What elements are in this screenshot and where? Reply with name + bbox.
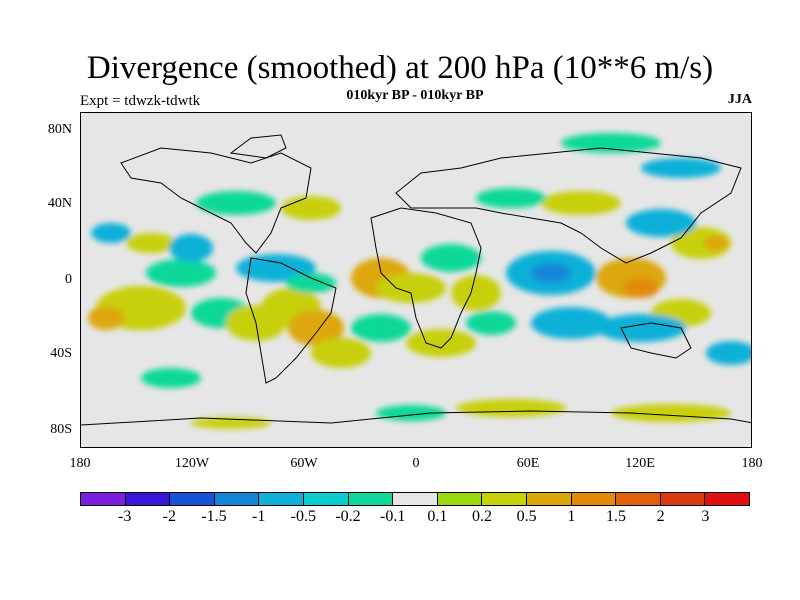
season-label: JJA	[727, 92, 752, 107]
color-bar-label: 3	[701, 508, 710, 525]
lon-label-180e: 180	[741, 456, 763, 471]
color-bar-label: -1.5	[201, 508, 227, 525]
color-bar-swatch	[214, 493, 260, 505]
color-bar-swatch	[705, 493, 749, 505]
divergence-field	[88, 133, 751, 429]
color-bar-swatch	[660, 493, 706, 505]
coastlines	[81, 134, 751, 426]
color-bar-swatch	[526, 493, 572, 505]
color-bar-swatch	[259, 493, 304, 505]
color-bar	[80, 492, 750, 506]
experiment-label: Expt = tdwzk-tdwtk	[80, 93, 201, 109]
lat-label-80s: 80S	[50, 422, 72, 437]
color-bar-label: 1.5	[606, 508, 626, 525]
color-bar-swatch	[303, 493, 349, 505]
color-bar-label: 0.2	[472, 508, 492, 525]
chart-title: Divergence (smoothed) at 200 hPa (10**6 …	[86, 50, 714, 86]
period-label: 010kyr BP - 010kyr BP	[346, 88, 484, 103]
color-bar-label: -2	[162, 508, 176, 525]
color-bar-label: 0.1	[427, 508, 448, 525]
color-bar-label: 1	[567, 508, 576, 525]
color-bar-label: -1	[251, 508, 266, 525]
color-bar-swatch	[616, 493, 661, 505]
color-bar-swatch	[348, 493, 394, 505]
color-bar-swatch	[81, 493, 126, 505]
lon-label-120e: 120E	[625, 456, 655, 471]
color-bar-label: -3	[117, 508, 132, 525]
color-bar-swatch	[437, 493, 483, 505]
lat-label-80n: 80N	[47, 122, 72, 137]
lon-label-60w: 60W	[290, 456, 318, 471]
lon-label-0: 0	[412, 456, 420, 471]
color-bar-label: -0.1	[379, 508, 406, 525]
color-bar-label: -0.2	[335, 508, 361, 525]
color-bar-swatch	[393, 493, 438, 505]
color-bar-label: 0.5	[516, 508, 537, 525]
color-bar-swatch	[170, 493, 215, 505]
lat-label-40s: 40S	[50, 346, 72, 361]
color-bar-swatch	[125, 493, 171, 505]
lon-label-60e: 60E	[516, 456, 540, 471]
color-bar-label: -0.5	[290, 508, 316, 525]
lon-label-120w: 120W	[174, 456, 210, 471]
divergence-map	[80, 112, 752, 448]
lat-label-40n: 40N	[47, 196, 72, 211]
lat-label-0: 0	[65, 272, 72, 287]
lon-label-180w: 180	[69, 456, 91, 471]
color-bar-label: 2	[656, 508, 665, 525]
color-bar-swatch	[482, 493, 527, 505]
map-canvas	[81, 133, 751, 429]
color-bar-swatch	[571, 493, 617, 505]
